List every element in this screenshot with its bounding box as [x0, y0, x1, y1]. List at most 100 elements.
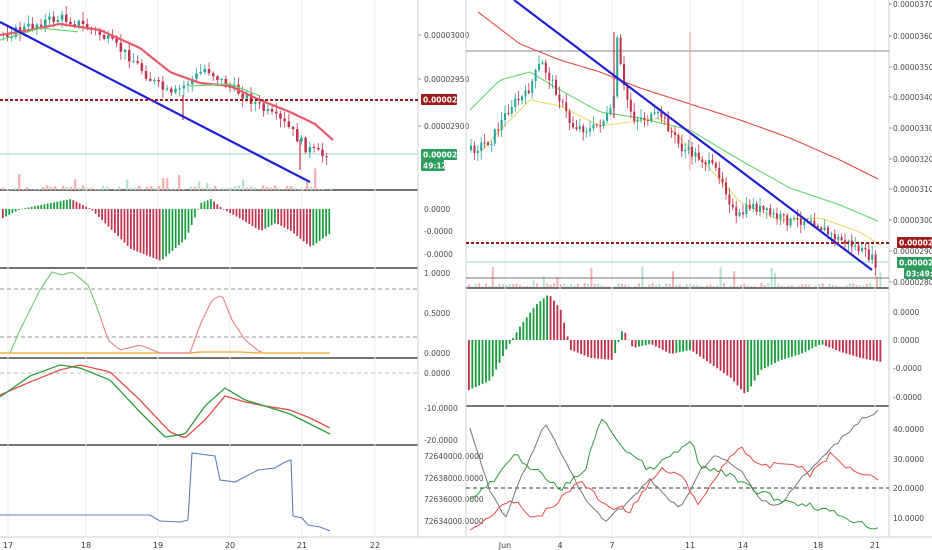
histogram-bar: [757, 340, 759, 375]
candle: [174, 88, 177, 93]
y-tick-label: 0.0000: [893, 336, 919, 345]
candle: [857, 245, 860, 252]
candle: [592, 124, 595, 129]
candle: [140, 63, 144, 71]
volume-bar: [254, 187, 257, 190]
candle: [534, 69, 537, 82]
histogram-bar: [322, 209, 324, 239]
candle: [480, 142, 483, 151]
candle: [144, 70, 148, 79]
candle: [107, 35, 110, 39]
histogram-bar: [852, 340, 855, 356]
histogram-bar: [845, 340, 848, 354]
histogram-bar: [760, 340, 763, 370]
y-tick-label: 0.00002900: [424, 122, 470, 131]
candle: [304, 137, 307, 153]
candle: [701, 159, 704, 163]
histogram-bar: [267, 209, 270, 227]
histogram-bar: [712, 340, 715, 366]
x-tick-label: 17: [3, 541, 13, 550]
histogram-bar: [471, 340, 474, 389]
volume-bar: [6, 188, 9, 190]
volume-bar: [294, 187, 297, 190]
candle: [663, 117, 666, 119]
histogram-bar: [98, 209, 100, 217]
volume-bar: [624, 284, 627, 287]
histogram-bar: [767, 340, 770, 367]
histogram-bar: [222, 209, 225, 210]
histogram-bar: [723, 340, 725, 374]
current-price-badge: [897, 257, 932, 268]
volume-bar: [848, 283, 851, 287]
volume-bar: [576, 284, 579, 287]
histogram-bar: [770, 340, 773, 365]
histogram-bar: [258, 209, 260, 230]
volume-bar: [672, 271, 675, 287]
x-tick-label: 7: [609, 541, 614, 550]
candle: [650, 113, 653, 121]
histogram-bar: [315, 209, 318, 244]
candle: [769, 208, 772, 215]
histogram-bar: [197, 209, 199, 210]
histogram-bar: [277, 209, 279, 225]
candle: [275, 111, 278, 114]
volume-bar: [230, 188, 233, 190]
volume-bar: [130, 187, 133, 190]
histogram-bar: [91, 209, 94, 211]
right-chart[interactable]: Jun47111418210.000037000.000036000.00003…: [465, 0, 932, 550]
histogram-bar: [855, 340, 858, 357]
volume-bar: [150, 186, 153, 190]
histogram-bar: [621, 331, 623, 340]
histogram-bar: [18, 209, 20, 210]
candle: [186, 84, 190, 86]
stochastic-k-rising: [9, 271, 101, 354]
volume-bar: [682, 286, 685, 287]
histogram-bar: [576, 340, 579, 353]
candle: [680, 143, 683, 152]
candle: [258, 102, 261, 104]
volume-bar: [495, 285, 498, 287]
volume-bar: [262, 185, 265, 190]
volume-bar: [821, 283, 824, 287]
histogram-bar: [318, 209, 321, 241]
histogram-bar: [692, 340, 695, 352]
candle: [207, 69, 211, 74]
histogram-bar: [539, 301, 542, 340]
y-tick-label: 0.5000: [424, 309, 450, 318]
candle: [195, 73, 198, 79]
histogram-bar: [62, 200, 65, 209]
volume-bar: [512, 284, 515, 287]
volume-bar: [845, 284, 848, 287]
histogram-bar: [743, 340, 746, 394]
volume-bar: [791, 284, 794, 287]
candle: [623, 63, 626, 86]
downtrend-line[interactable]: [513, 0, 873, 271]
downtrend-line[interactable]: [0, 21, 311, 183]
volume-bar: [178, 175, 181, 190]
candle: [735, 207, 738, 216]
candle: [497, 129, 500, 131]
histogram-bar: [825, 340, 827, 346]
volume-bar: [138, 185, 141, 190]
candle: [291, 126, 295, 130]
left-chart[interactable]: 17 18 19 20 21 22 0.00003000 0.00002950 0.000029…: [0, 0, 484, 550]
volume-bar: [678, 284, 681, 287]
candle: [776, 213, 779, 219]
candle: [704, 162, 707, 165]
histogram-bar: [174, 209, 177, 248]
candle: [745, 204, 748, 215]
histogram-bar: [604, 340, 606, 360]
histogram-bar: [155, 209, 158, 260]
y-tick-label: 0.0000: [424, 369, 450, 378]
histogram-bar: [309, 209, 311, 247]
histogram-bar: [261, 209, 263, 231]
histogram-bar: [485, 340, 487, 383]
histogram-bar: [283, 209, 286, 228]
candle: [321, 149, 324, 157]
candle: [521, 96, 524, 101]
y-tick-label: 72640000.0000: [424, 452, 484, 461]
candle: [871, 254, 874, 261]
histogram-bar: [519, 326, 521, 340]
volume-bar: [712, 286, 715, 287]
